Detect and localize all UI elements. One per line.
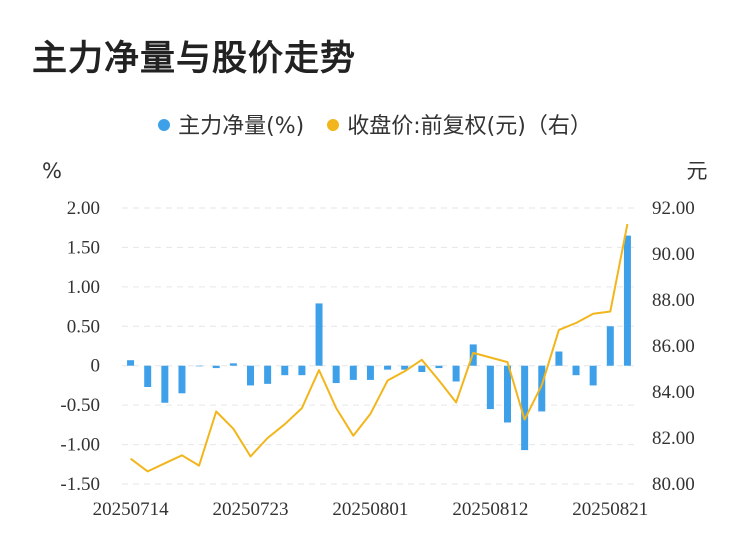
bar-net-volume [281, 365, 289, 376]
x-tick-label: 20250801 [332, 499, 408, 520]
close-price-line [130, 223, 629, 473]
bar-net-volume [452, 365, 460, 382]
right-tick-label: 80.00 [652, 474, 695, 495]
left-tick-label: -1.50 [60, 474, 100, 495]
left-tick-label: 1.00 [67, 277, 100, 298]
legend-item-net-volume[interactable]: 主力净量(%) [158, 108, 304, 140]
right-tick-label: 88.00 [652, 290, 695, 311]
bar-net-volume [366, 365, 374, 380]
legend-dot-icon [327, 119, 340, 131]
legend-dot-icon [158, 119, 171, 131]
legend-label: 主力净量(%) [178, 114, 305, 139]
left-tick-label: 0.50 [67, 316, 100, 337]
bar-net-volume [384, 365, 392, 370]
bar-net-volume [315, 303, 323, 366]
bar-net-volume [623, 235, 631, 366]
right-axis-unit: 元 [687, 159, 708, 183]
bar-net-volume [606, 326, 614, 366]
bar-net-volume [161, 365, 169, 403]
x-tick-label: 20250714 [93, 499, 170, 520]
bar-net-volume [401, 365, 409, 370]
bar-net-volume [589, 365, 597, 386]
bar-net-volume [212, 365, 220, 369]
bar-net-volume [178, 365, 186, 394]
right-tick-label: 90.00 [652, 244, 695, 265]
left-tick-label: 1.50 [67, 237, 100, 258]
right-tick-label: 82.00 [652, 428, 695, 449]
legend: 主力净量(%) 收盘价:前复权(元)（右） [0, 108, 750, 140]
bar-net-volume [298, 365, 306, 376]
left-tick-label: -1.00 [60, 435, 100, 456]
bar-net-volume [332, 365, 340, 384]
bar-net-volume [486, 365, 494, 410]
bar-net-volume [195, 365, 203, 367]
right-tick-label: 92.00 [652, 198, 695, 219]
right-tick-label: 86.00 [652, 336, 695, 357]
bar-net-volume [127, 360, 135, 366]
x-tick-label: 20250812 [452, 499, 528, 520]
bar-net-volume [521, 365, 529, 451]
left-tick-label: 2.00 [67, 198, 100, 219]
right-tick-label: 84.00 [652, 382, 695, 403]
bar-net-volume [418, 365, 426, 373]
left-axis-unit: % [42, 159, 62, 183]
bar-net-volume [555, 351, 563, 366]
x-tick-label: 20250821 [572, 499, 648, 520]
chart-title: 主力净量与股价走势 [32, 39, 357, 79]
bar-net-volume [572, 365, 580, 376]
bar-net-volume [247, 365, 254, 386]
bar-net-volume [538, 365, 546, 412]
left-tick-label: 0 [91, 356, 101, 377]
bar-net-volume [435, 365, 443, 369]
bar-net-volume [264, 365, 272, 384]
legend-label: 收盘价:前复权(元)（右） [347, 114, 592, 139]
x-tick-label: 20250723 [213, 499, 289, 520]
bar-net-volume [144, 365, 152, 388]
left-tick-label: -0.50 [60, 395, 100, 416]
legend-item-close-price[interactable]: 收盘价:前复权(元)（右） [327, 108, 592, 140]
bar-net-volume [229, 363, 237, 366]
bar-net-volume [349, 365, 357, 380]
bar-net-volume [504, 365, 511, 423]
